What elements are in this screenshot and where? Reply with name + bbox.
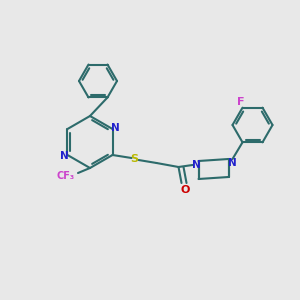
Text: N: N xyxy=(111,123,120,133)
Text: F: F xyxy=(237,97,244,107)
Text: O: O xyxy=(181,185,190,195)
Text: N: N xyxy=(228,158,237,168)
Text: CF₃: CF₃ xyxy=(57,171,75,181)
Text: N: N xyxy=(192,160,201,170)
Text: N: N xyxy=(60,151,69,161)
Text: S: S xyxy=(130,154,139,164)
